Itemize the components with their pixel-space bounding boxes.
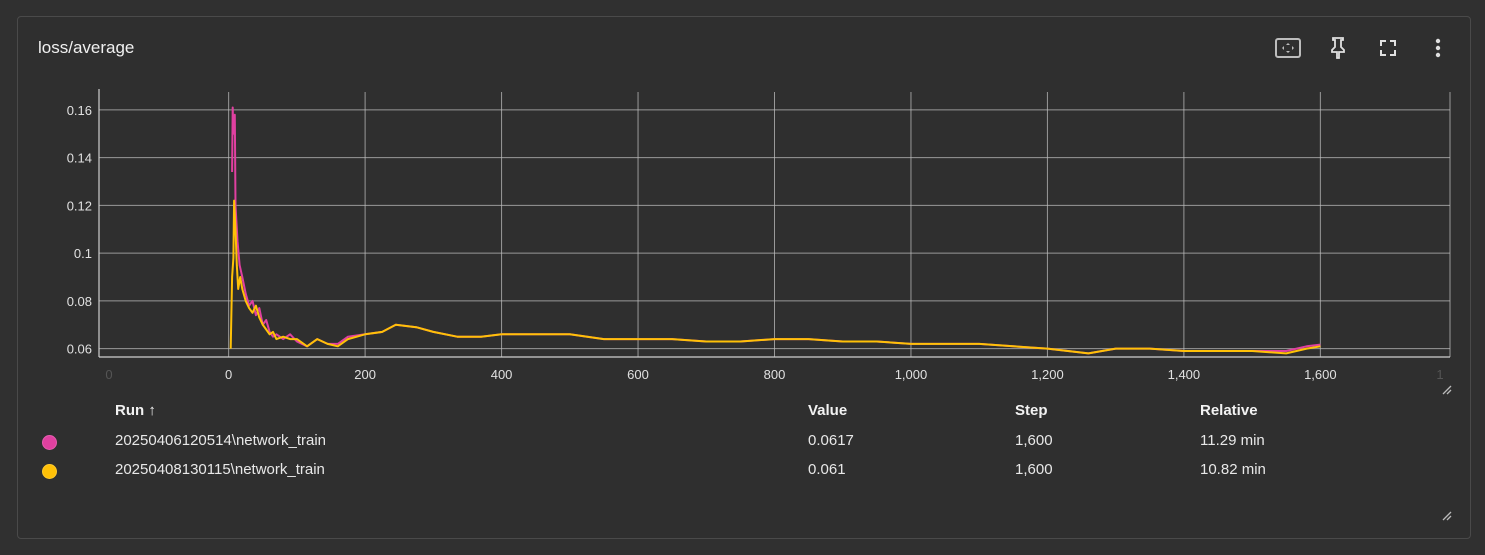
pin-button[interactable]	[1324, 34, 1352, 62]
x-edge-label: 0	[105, 367, 112, 382]
pin-icon	[1331, 37, 1345, 59]
run-color-dot[interactable]	[42, 435, 57, 450]
y-tick-label: 0.08	[67, 294, 92, 309]
header-value[interactable]: Value	[808, 402, 848, 419]
x-tick-label: 600	[627, 367, 649, 382]
run-value: 0.061	[808, 461, 846, 478]
run-name: 20250406120514\network_train	[115, 432, 327, 449]
chart-resize-icon[interactable]	[1442, 385, 1452, 395]
x-edge-label: 1	[1436, 367, 1443, 382]
x-tick-label: 1,400	[1168, 367, 1201, 382]
chart-card: loss/average 0.06 0.08 0.1 0.12 0.14 0.16 0 200…	[17, 16, 1471, 539]
table-row: 20250408130115\network_train 0.061 1,600…	[18, 461, 1470, 489]
y-tick-label: 0.1	[74, 246, 92, 261]
x-tick-label: 200	[354, 367, 376, 382]
table-resize-icon[interactable]	[1442, 511, 1452, 521]
run-step: 1,600	[1015, 432, 1053, 449]
fullscreen-icon	[1380, 40, 1396, 56]
card-title: loss/average	[38, 38, 135, 57]
header-step[interactable]: Step	[1015, 402, 1048, 419]
fit-domain-button[interactable]	[1274, 34, 1302, 62]
header-relative[interactable]: Relative	[1200, 402, 1258, 419]
x-tick-label: 1,600	[1304, 367, 1337, 382]
run-color-dot[interactable]	[42, 464, 57, 479]
x-tick-label: 800	[764, 367, 786, 382]
line-chart[interactable]: 0.06 0.08 0.1 0.12 0.14 0.16 0 200 400 600 800 1,00…	[18, 17, 1470, 397]
x-tick-label: 1,200	[1031, 367, 1064, 382]
run-name: 20250408130115\network_train	[115, 461, 325, 478]
run-step: 1,600	[1015, 461, 1053, 478]
series-line-0	[231, 106, 1321, 355]
y-tick-label: 0.14	[67, 151, 92, 166]
run-relative: 11.29 min	[1200, 432, 1265, 449]
run-relative: 10.82 min	[1200, 461, 1266, 478]
y-tick-label: 0.16	[67, 103, 92, 118]
card-toolbar	[1274, 34, 1452, 62]
table-row: 20250406120514\network_train 0.0617 1,60…	[18, 432, 1470, 460]
x-tick-label: 1,000	[895, 367, 928, 382]
run-value: 0.0617	[808, 432, 854, 449]
x-tick-label: 400	[491, 367, 513, 382]
series-line-1	[229, 199, 1321, 355]
y-tick-label: 0.06	[67, 342, 92, 357]
fullscreen-button[interactable]	[1374, 34, 1402, 62]
y-tick-label: 0.12	[67, 198, 92, 213]
x-tick-label: 0	[225, 367, 232, 382]
more-vert-icon	[1435, 38, 1441, 58]
fit-domain-icon	[1275, 38, 1301, 58]
header-run[interactable]: Run ↑	[115, 402, 156, 419]
more-options-button[interactable]	[1424, 34, 1452, 62]
